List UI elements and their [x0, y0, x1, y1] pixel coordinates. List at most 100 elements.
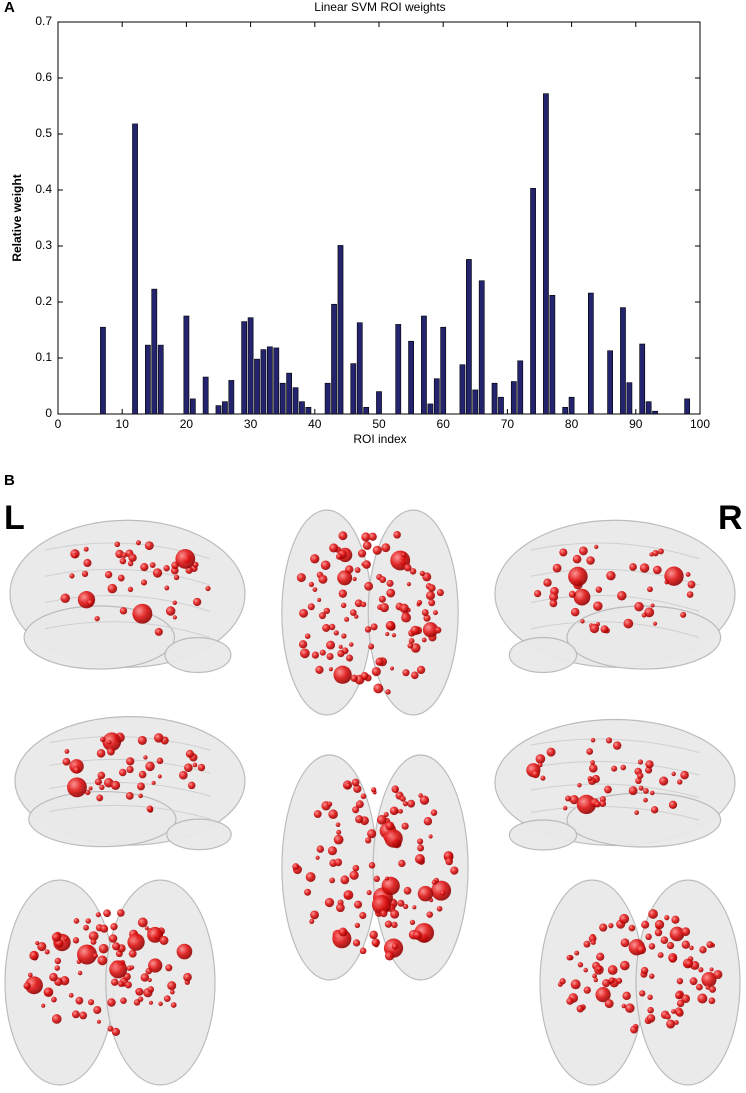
- roi-node: [165, 964, 173, 972]
- roi-node: [390, 909, 400, 919]
- roi-node: [622, 991, 631, 1001]
- roi-node: [360, 793, 367, 800]
- roi-node: [676, 999, 685, 1008]
- roi-node: [534, 589, 542, 598]
- roi-node: [147, 986, 155, 993]
- roi-node: [338, 927, 348, 937]
- roi-node: [352, 576, 357, 582]
- roi-node: [316, 845, 325, 853]
- roi-node: [163, 565, 170, 572]
- roi-node: [668, 800, 678, 809]
- bar: [498, 396, 504, 415]
- roi-node: [353, 784, 362, 793]
- roi-node: [154, 627, 163, 636]
- roi-node: [607, 965, 618, 975]
- roi-node: [107, 1025, 114, 1032]
- bar: [215, 405, 222, 415]
- roi-node: [324, 897, 335, 908]
- roi-node: [381, 876, 400, 896]
- roi-node: [628, 924, 636, 932]
- roi-node: [149, 562, 156, 568]
- bar: [286, 372, 292, 415]
- roi-node: [401, 552, 407, 558]
- roi-node: [85, 918, 92, 924]
- roi-node: [60, 593, 70, 604]
- x-tick-label: 100: [690, 417, 710, 431]
- roi-node: [578, 546, 588, 556]
- roi-node: [385, 821, 395, 831]
- roi-node: [590, 760, 595, 765]
- roi-node: [169, 989, 175, 995]
- roi-node: [148, 958, 163, 973]
- roi-node: [680, 770, 689, 780]
- roi-node: [652, 565, 662, 575]
- roi-node: [333, 834, 344, 845]
- roi-node: [140, 973, 150, 982]
- roi-node: [323, 607, 331, 615]
- roi-node: [329, 877, 336, 884]
- roi-node: [83, 924, 89, 931]
- roi-node: [355, 800, 364, 809]
- roi-node: [107, 739, 112, 745]
- roi-node: [51, 932, 62, 942]
- roi-node: [599, 800, 607, 808]
- bar: [587, 292, 594, 415]
- roi-node: [328, 809, 338, 819]
- roi-node: [628, 786, 638, 796]
- roi-node: [128, 949, 137, 958]
- roi-node: [73, 766, 81, 774]
- roi-node: [408, 638, 415, 644]
- roi-node: [23, 982, 31, 990]
- roi-node: [37, 941, 47, 952]
- roi-node: [647, 994, 653, 1001]
- roi-node: [319, 649, 326, 656]
- roi-node: [79, 1011, 88, 1020]
- roi-node: [572, 554, 582, 564]
- roi-node: [335, 553, 343, 560]
- roi-node: [121, 552, 127, 558]
- roi-node: [143, 755, 148, 760]
- roi-node: [681, 994, 691, 1004]
- brain-hemisphere: [539, 879, 645, 1086]
- roi-node: [685, 572, 691, 577]
- roi-node: [565, 795, 572, 802]
- roi-node: [706, 941, 714, 949]
- roi-node: [111, 1027, 121, 1037]
- roi-node: [366, 889, 372, 896]
- roi-node: [77, 970, 83, 976]
- roi-node: [416, 599, 423, 606]
- roi-node: [647, 586, 653, 593]
- roi-node: [647, 1006, 654, 1014]
- roi-node: [600, 625, 609, 634]
- roi-node: [44, 949, 50, 955]
- roi-node: [333, 665, 352, 684]
- roi-node: [127, 933, 145, 951]
- roi-node: [580, 619, 585, 624]
- bar: [626, 382, 633, 415]
- roi-node: [158, 1001, 163, 1007]
- roi-node: [595, 987, 611, 1003]
- bar: [337, 245, 344, 415]
- roi-node: [671, 771, 676, 777]
- roi-node: [172, 600, 177, 605]
- roi-node: [144, 541, 154, 551]
- roi-node: [379, 603, 389, 613]
- y-tick-label: 0.5: [35, 126, 52, 140]
- roi-node: [549, 599, 558, 608]
- bar: [376, 391, 382, 415]
- bar: [478, 280, 485, 415]
- y-tick-label: 0.7: [35, 14, 52, 28]
- roi-node: [634, 601, 644, 612]
- bar: [395, 324, 402, 415]
- roi-node: [428, 599, 436, 607]
- roi-node: [708, 997, 716, 1005]
- roi-node: [401, 612, 412, 623]
- roi-node: [352, 864, 360, 872]
- roi-node: [384, 829, 403, 848]
- roi-node: [391, 633, 397, 638]
- bar: [266, 346, 273, 415]
- roi-node: [354, 614, 359, 619]
- roi-node: [675, 1009, 684, 1017]
- roi-node: [378, 595, 386, 603]
- roi-node: [648, 909, 658, 919]
